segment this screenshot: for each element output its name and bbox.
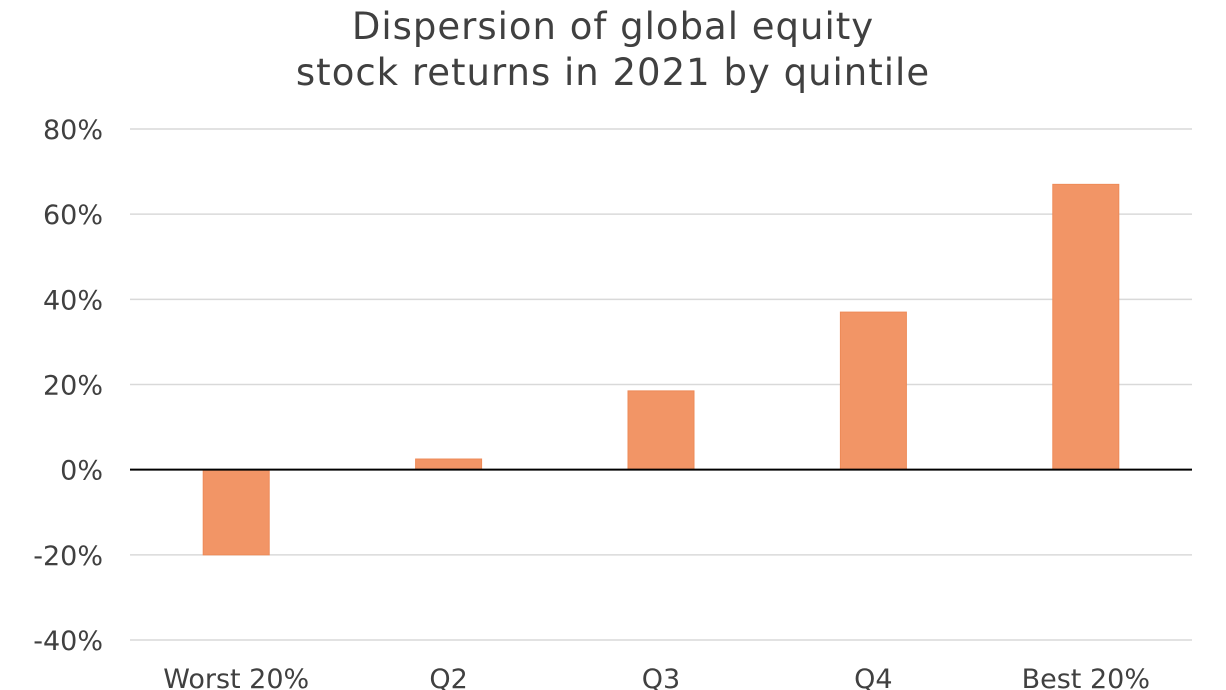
y-tick-label: -40%	[33, 626, 103, 657]
x-tick-label: Worst 20%	[163, 664, 309, 690]
y-tick-label: 60%	[43, 200, 103, 231]
chart-title-line-2: stock returns in 2021 by quintile	[295, 51, 931, 94]
bar	[627, 390, 695, 471]
x-tick-label: Q3	[642, 664, 680, 690]
bar	[202, 469, 270, 556]
x-axis-tick-labels: Worst 20% Q2 Q3 Q4 Best 20%	[163, 664, 1150, 690]
bar	[415, 458, 483, 471]
bars	[202, 183, 1120, 556]
gridlines	[130, 128, 1192, 641]
x-tick-label: Q4	[854, 664, 892, 690]
chart-title: Dispersion of global equity stock return…	[0, 4, 1226, 96]
y-tick-label: 0%	[60, 456, 103, 487]
x-tick-label: Q2	[429, 664, 467, 690]
x-tick-label: Best 20%	[1022, 664, 1150, 690]
chart-title-line-1: Dispersion of global equity	[351, 5, 875, 48]
bar	[839, 311, 907, 471]
y-axis-tick-labels: 80% 60% 40% 20% 0% -20% -40%	[33, 115, 103, 657]
y-tick-label: 20%	[43, 371, 103, 402]
y-tick-label: -20%	[33, 541, 103, 572]
bar	[1052, 183, 1120, 471]
y-tick-label: 40%	[43, 285, 103, 316]
y-tick-label: 80%	[43, 115, 103, 146]
